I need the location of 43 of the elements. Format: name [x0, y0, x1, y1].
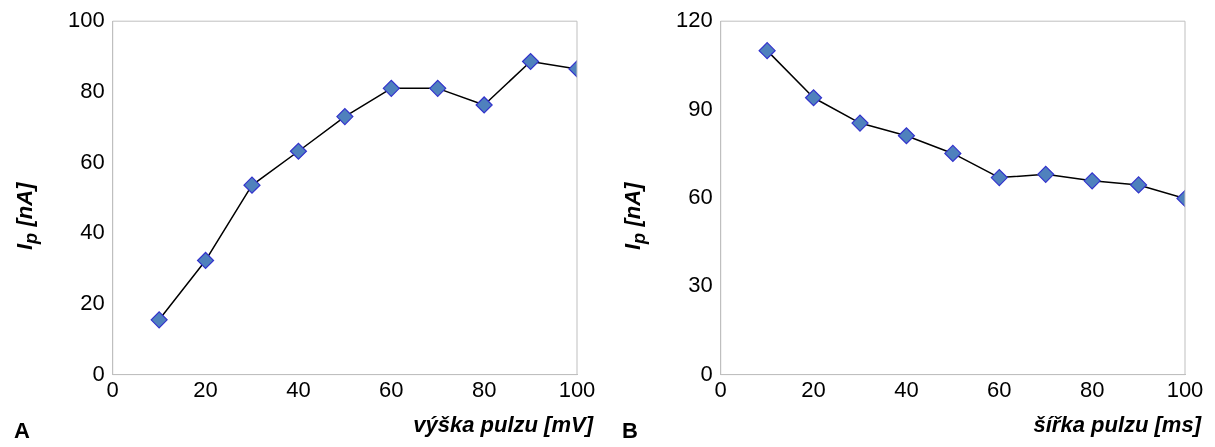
- x-tick-label: 40: [286, 376, 311, 402]
- point: [1129, 176, 1148, 194]
- x-tick-label: 20: [193, 376, 218, 402]
- x-tick-label: 100: [558, 376, 596, 402]
- point: [289, 142, 308, 160]
- point: [243, 176, 261, 194]
- y-tick-label: 100: [67, 7, 105, 33]
- x-tick-label: 80: [471, 376, 497, 402]
- x-tick-label: 60: [987, 376, 1012, 402]
- point: [1083, 172, 1101, 190]
- y-tick-label: 30: [688, 272, 713, 298]
- point: [758, 42, 776, 60]
- text: A: [14, 418, 30, 444]
- x-tick-label: 100: [1166, 376, 1204, 402]
- x-tick-label: 60: [379, 376, 404, 402]
- y-tick-label: 90: [688, 95, 713, 121]
- y-tick-label: 60: [80, 148, 105, 174]
- y-tick-label: 40: [80, 219, 105, 245]
- x-tick-label: 20: [801, 376, 826, 402]
- point: [1037, 165, 1055, 183]
- point: [944, 144, 962, 163]
- point: [521, 52, 540, 71]
- x-tick-label: 40: [894, 376, 919, 402]
- point: [851, 114, 869, 132]
- point: [475, 96, 493, 114]
- point: [196, 251, 215, 270]
- x-axis-title: výška pulzu [mV]: [413, 412, 593, 438]
- y-tick-label: 20: [80, 289, 105, 315]
- x-axis-title: šířka pulzu [ms]: [1033, 412, 1201, 438]
- point: [804, 89, 823, 107]
- text: B: [622, 418, 638, 444]
- point: [990, 168, 1008, 187]
- point: [897, 127, 916, 145]
- point: [429, 79, 447, 97]
- point: [336, 108, 354, 126]
- y-tick-label: 60: [688, 183, 713, 209]
- y-tick-label: 0: [92, 360, 105, 386]
- point: [382, 79, 400, 97]
- y-tick-label: 120: [675, 7, 713, 33]
- x-tick-label: 80: [1079, 376, 1105, 402]
- point: [150, 311, 168, 329]
- y-tick-label: 80: [80, 77, 105, 103]
- y-tick-label: 0: [700, 360, 713, 386]
